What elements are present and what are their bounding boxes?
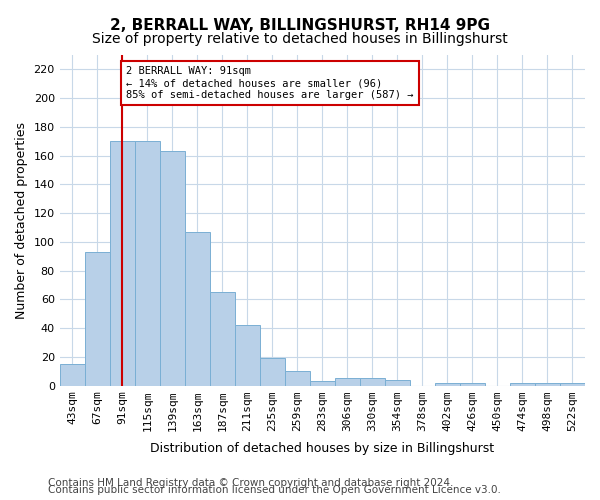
Bar [460,382,485,386]
Bar [235,325,260,386]
Text: Size of property relative to detached houses in Billingshurst: Size of property relative to detached ho… [92,32,508,46]
Bar [435,382,460,386]
Bar [560,382,585,386]
Bar [59,364,85,386]
Text: 2, BERRALL WAY, BILLINGSHURST, RH14 9PG: 2, BERRALL WAY, BILLINGSHURST, RH14 9PG [110,18,490,32]
Bar [160,152,185,386]
Bar [310,381,335,386]
Text: Contains public sector information licensed under the Open Government Licence v3: Contains public sector information licen… [48,485,501,495]
Bar [135,141,160,386]
Bar [85,252,110,386]
Bar [360,378,385,386]
Bar [210,292,235,386]
Bar [185,232,210,386]
X-axis label: Distribution of detached houses by size in Billingshurst: Distribution of detached houses by size … [150,442,494,455]
Text: Contains HM Land Registry data © Crown copyright and database right 2024.: Contains HM Land Registry data © Crown c… [48,478,454,488]
Bar [260,358,285,386]
Y-axis label: Number of detached properties: Number of detached properties [15,122,28,319]
Bar [110,141,135,386]
Bar [385,380,410,386]
Bar [285,371,310,386]
Text: 2 BERRALL WAY: 91sqm
← 14% of detached houses are smaller (96)
85% of semi-detac: 2 BERRALL WAY: 91sqm ← 14% of detached h… [126,66,413,100]
Bar [510,382,535,386]
Bar [335,378,360,386]
Bar [535,382,560,386]
